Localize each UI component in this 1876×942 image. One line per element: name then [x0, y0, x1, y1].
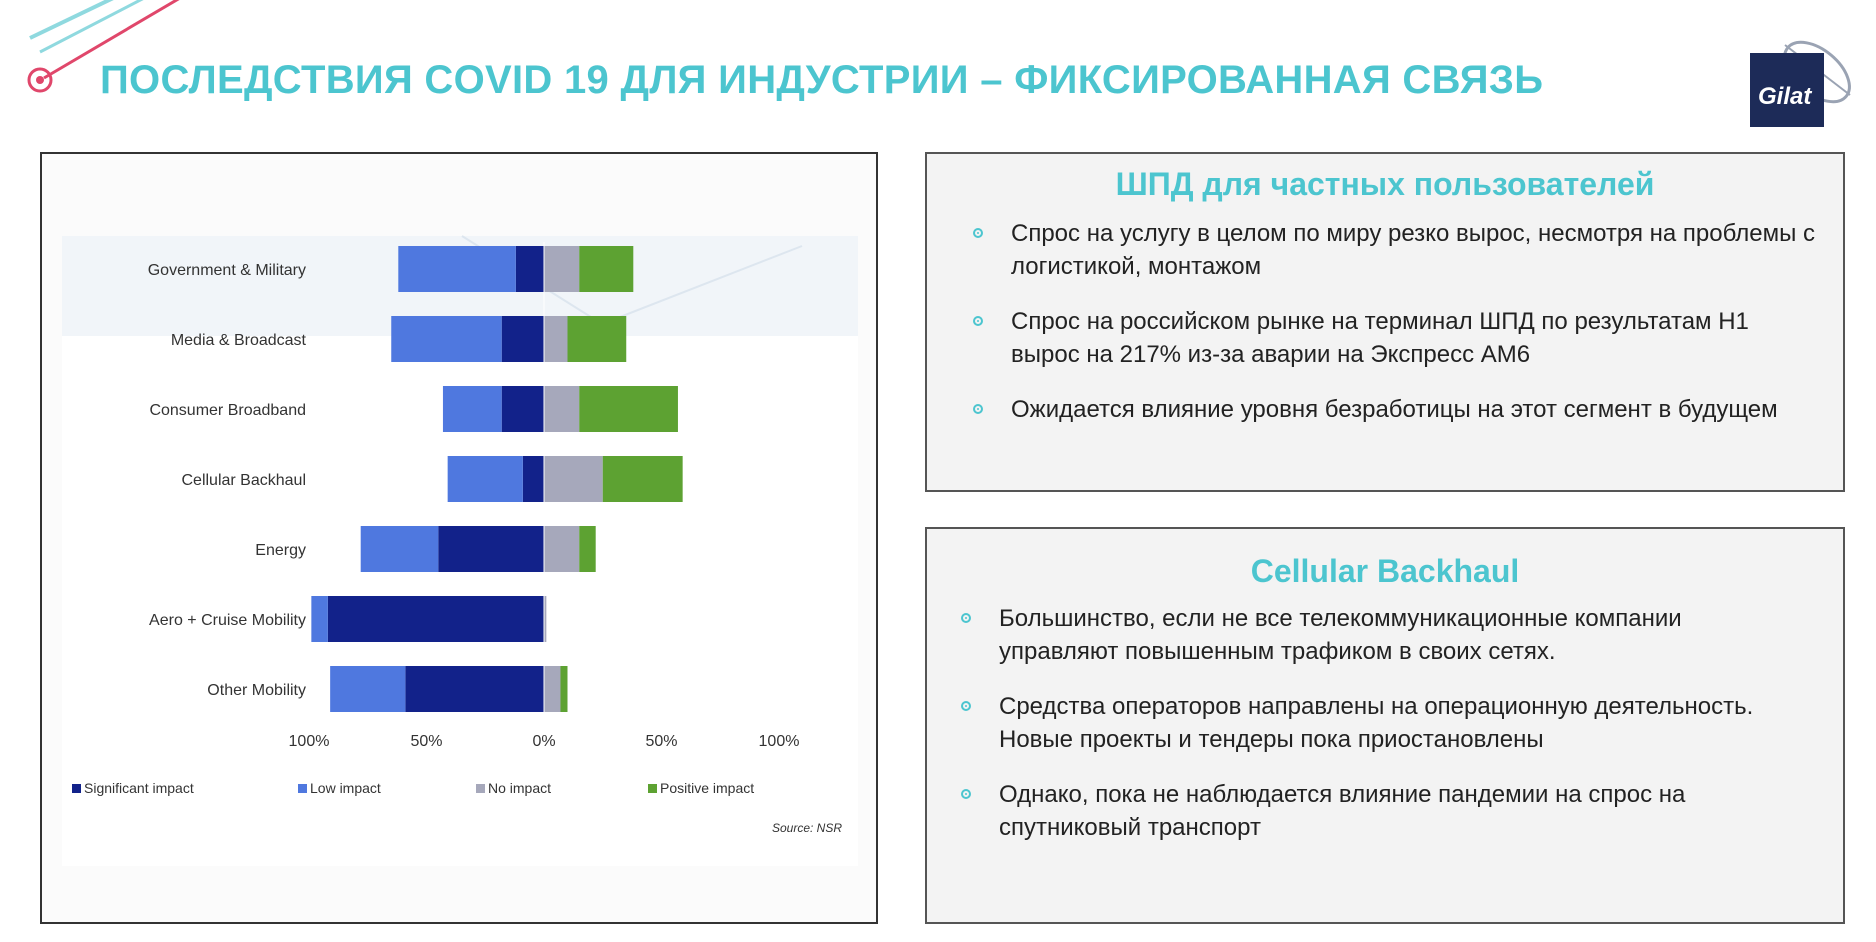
broadband-bullet: Спрос на услугу в целом по миру резко вы…	[973, 217, 1823, 283]
broadband-bullets: Спрос на услугу в целом по миру резко вы…	[927, 217, 1843, 426]
bar-segment	[522, 456, 544, 502]
bullet-icon	[961, 613, 971, 623]
backhaul-title: Cellular Backhaul	[1250, 553, 1520, 589]
bar-segment	[405, 666, 544, 712]
x-tick-label: 50%	[410, 733, 442, 750]
slide-title: ПОСЛЕДСТВИЯ COVID 19 ДЛЯ ИНДУСТРИИ – ФИК…	[100, 58, 1544, 102]
bar-segment	[544, 246, 580, 292]
legend-label: Low impact	[310, 780, 381, 796]
chart-panel: Government & Military Media & Broadcast Co…	[40, 152, 878, 924]
bar-segment	[544, 316, 568, 362]
bar-segment	[602, 456, 683, 502]
bar-segment	[515, 246, 544, 292]
bar-segment	[544, 666, 561, 712]
x-tick-label: 0%	[532, 733, 555, 750]
impact-chart: Government & Military Media & Broadcast Co…	[62, 235, 858, 866]
category-label: Other Mobility	[207, 682, 306, 699]
legend-label: Significant impact	[84, 780, 194, 796]
bar-segment	[327, 596, 544, 642]
bar-segment	[360, 526, 439, 572]
bullet-icon	[961, 789, 971, 799]
bullet-text: Ожидается влияние уровня безработицы на …	[1011, 396, 1778, 423]
bar-segment	[560, 666, 568, 712]
bar-segment	[501, 386, 544, 432]
broadband-title: ШПД для частных пользователей	[1115, 166, 1655, 202]
backhaul-bullet: Большинство, если не все телекоммуникаци…	[961, 602, 1803, 668]
bar-segment	[579, 526, 596, 572]
bar-segment	[544, 596, 547, 642]
broadband-bullet: Ожидается влияние уровня безработицы на …	[973, 393, 1823, 426]
broadband-bullet: Спрос на российском рынке на терминал ШП…	[973, 305, 1823, 371]
legend-swatch	[648, 784, 657, 793]
bar-segment	[391, 316, 502, 362]
bullet-text: Однако, пока не наблюдается влияние панд…	[999, 781, 1686, 841]
legend-swatch	[476, 784, 485, 793]
bar-segment	[442, 386, 502, 432]
bullet-text: Спрос на услугу в целом по миру резко вы…	[1011, 220, 1816, 280]
bar-segment	[438, 526, 544, 572]
bar-segment	[311, 596, 328, 642]
category-label: Cellular Backhaul	[181, 472, 306, 489]
bar-segment	[579, 246, 634, 292]
target-icon	[27, 67, 53, 93]
category-label: Media & Broadcast	[171, 332, 307, 349]
bullet-icon	[973, 404, 983, 414]
bullet-text: Средства операторов направлены на операц…	[999, 693, 1754, 753]
broadband-panel: ШПД для частных пользователей Спрос на у…	[925, 152, 1845, 492]
bar-segment	[567, 316, 627, 362]
backhaul-bullet: Однако, пока не наблюдается влияние панд…	[961, 778, 1803, 844]
x-tick-label: 100%	[759, 733, 800, 750]
bar-segment	[330, 666, 406, 712]
backhaul-panel: Cellular Backhaul Большинство, если не в…	[925, 527, 1845, 924]
category-label: Consumer Broadband	[149, 402, 306, 419]
backhaul-bullets: Большинство, если не все телекоммуникаци…	[927, 602, 1843, 844]
bar-segment	[544, 456, 603, 502]
legend-swatch	[298, 784, 307, 793]
x-tick-label: 100%	[289, 733, 330, 750]
category-label: Government & Military	[148, 262, 306, 279]
bullet-icon	[961, 701, 971, 711]
bullet-text: Спрос на российском рынке на терминал ШП…	[1011, 308, 1749, 368]
corner-decoration	[27, 0, 180, 93]
x-tick-label: 50%	[645, 733, 677, 750]
bullet-text: Большинство, если не все телекоммуникаци…	[999, 605, 1682, 665]
bar-segment	[398, 246, 516, 292]
legend-label: Positive impact	[660, 780, 754, 796]
deco-line	[601, 245, 803, 325]
bar-segment	[579, 386, 678, 432]
bullet-icon	[973, 228, 983, 238]
source-note: Source: NSR	[772, 821, 842, 835]
legend-swatch	[72, 784, 81, 793]
logo-text: Gilat	[1758, 83, 1812, 110]
bar-segment	[501, 316, 544, 362]
gilat-logo: Gilat	[1745, 20, 1865, 130]
category-label: Aero + Cruise Mobility	[149, 612, 306, 629]
bar-segment	[544, 386, 580, 432]
legend-label: No impact	[488, 780, 551, 796]
logo-box	[1750, 53, 1824, 127]
category-label: Energy	[255, 542, 306, 559]
bar-segment	[544, 526, 580, 572]
backhaul-bullet: Средства операторов направлены на операц…	[961, 690, 1803, 756]
bar-segment	[447, 456, 523, 502]
bullet-icon	[973, 316, 983, 326]
